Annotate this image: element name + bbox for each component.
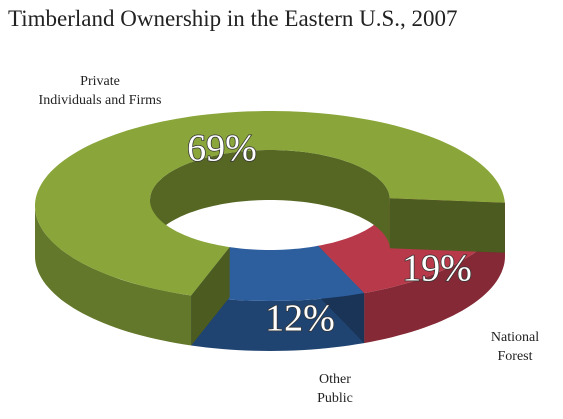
slice-inner-wall bbox=[150, 150, 390, 250]
value-label: 12% bbox=[265, 298, 335, 340]
category-label: Private Individuals and Firms bbox=[38, 74, 162, 108]
value-label: 69% bbox=[187, 128, 257, 170]
chart-title: Timberland Ownership in the Eastern U.S.… bbox=[8, 6, 458, 31]
slice-end bbox=[389, 198, 505, 253]
slice-outer-wall bbox=[364, 206, 505, 344]
value-label: 19% bbox=[402, 248, 472, 290]
slice-outer-wall bbox=[191, 293, 365, 351]
slice-end bbox=[191, 247, 230, 346]
slice-top bbox=[35, 111, 505, 296]
category-label: National Forest bbox=[490, 330, 540, 364]
category-label: Other Public bbox=[317, 372, 353, 406]
slice-outer-wall bbox=[35, 206, 192, 346]
slice bbox=[35, 111, 505, 346]
slice-top bbox=[191, 245, 365, 301]
